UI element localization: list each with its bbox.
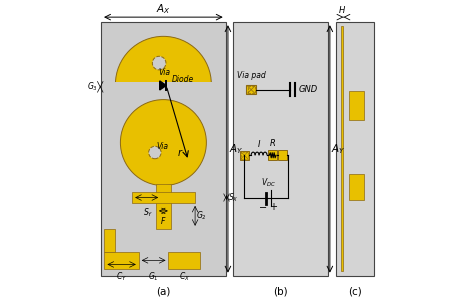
Bar	[341, 27, 344, 271]
Text: $A_Y$: $A_Y$	[331, 142, 346, 156]
Text: (b): (b)	[273, 286, 288, 297]
Bar	[246, 85, 256, 94]
Text: $r$: $r$	[177, 147, 183, 158]
Bar	[104, 252, 139, 268]
Bar	[349, 174, 364, 200]
Text: $G_3$: $G_3$	[87, 81, 98, 93]
Bar	[278, 150, 287, 160]
Bar	[156, 184, 171, 229]
Text: $S_Y$: $S_Y$	[143, 206, 153, 219]
Text: (c): (c)	[348, 286, 362, 297]
Text: $V_{DC}$: $V_{DC}$	[261, 177, 276, 189]
Circle shape	[149, 146, 161, 159]
Bar	[132, 192, 194, 203]
Text: $C_X$: $C_X$	[179, 271, 190, 283]
Bar	[268, 150, 277, 160]
Text: $G_1$: $G_1$	[148, 271, 159, 283]
Circle shape	[152, 56, 166, 70]
Text: Via: Via	[156, 142, 168, 151]
Text: Diode: Diode	[172, 75, 194, 84]
Bar	[240, 151, 249, 160]
Text: $-$: $-$	[258, 201, 267, 211]
Text: $A_X$: $A_X$	[156, 2, 171, 16]
Bar	[168, 252, 200, 268]
Text: (a): (a)	[156, 286, 171, 297]
Bar	[104, 229, 115, 252]
Text: Via: Via	[159, 69, 171, 77]
Text: Via pad: Via pad	[237, 71, 265, 80]
Bar	[233, 22, 328, 276]
Polygon shape	[160, 81, 166, 90]
Text: $R$: $R$	[269, 136, 276, 148]
Text: $H$: $H$	[338, 4, 346, 15]
Text: $F$: $F$	[160, 215, 167, 226]
Wedge shape	[116, 36, 211, 84]
Bar	[248, 86, 255, 93]
Bar	[349, 91, 364, 120]
Bar	[104, 82, 223, 87]
Text: $C_Y$: $C_Y$	[116, 271, 127, 283]
Text: $S_X$: $S_X$	[228, 191, 238, 204]
Text: GND: GND	[299, 85, 318, 94]
Bar	[336, 22, 374, 276]
Text: $+$: $+$	[269, 201, 278, 212]
Bar	[241, 152, 248, 159]
Text: $G_2$: $G_2$	[196, 209, 207, 222]
Circle shape	[120, 100, 206, 186]
Bar	[101, 22, 226, 276]
Text: $A_Y$: $A_Y$	[229, 142, 244, 156]
Text: $I$: $I$	[257, 138, 261, 149]
